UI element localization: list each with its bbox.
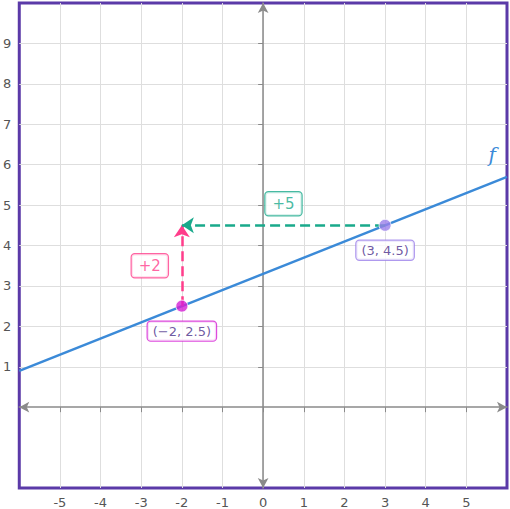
svg-text:1: 1: [300, 495, 308, 509]
svg-text:6: 6: [3, 157, 11, 172]
svg-text:-1: -1: [216, 495, 229, 509]
svg-text:7: 7: [3, 117, 11, 132]
svg-text:f: f: [487, 143, 500, 167]
svg-text:3: 3: [381, 495, 389, 509]
svg-text:3: 3: [3, 278, 11, 293]
svg-text:5: 5: [3, 198, 11, 213]
svg-text:+5: +5: [272, 195, 294, 213]
svg-text:9: 9: [3, 36, 11, 51]
svg-text:2: 2: [340, 495, 348, 509]
svg-text:2: 2: [3, 319, 11, 334]
svg-text:8: 8: [3, 76, 11, 91]
svg-text:4: 4: [3, 238, 11, 253]
svg-text:1: 1: [3, 359, 11, 374]
svg-text:-4: -4: [94, 495, 107, 509]
svg-text:+2: +2: [139, 257, 161, 275]
svg-text:(−2, 2.5): (−2, 2.5): [153, 324, 211, 339]
svg-text:-5: -5: [53, 495, 66, 509]
svg-text:-2: -2: [175, 495, 188, 509]
svg-text:-3: -3: [135, 495, 148, 509]
svg-text:5: 5: [462, 495, 470, 509]
svg-text:4: 4: [422, 495, 430, 509]
svg-text:0: 0: [259, 495, 267, 509]
svg-text:(3, 4.5): (3, 4.5): [361, 243, 408, 258]
